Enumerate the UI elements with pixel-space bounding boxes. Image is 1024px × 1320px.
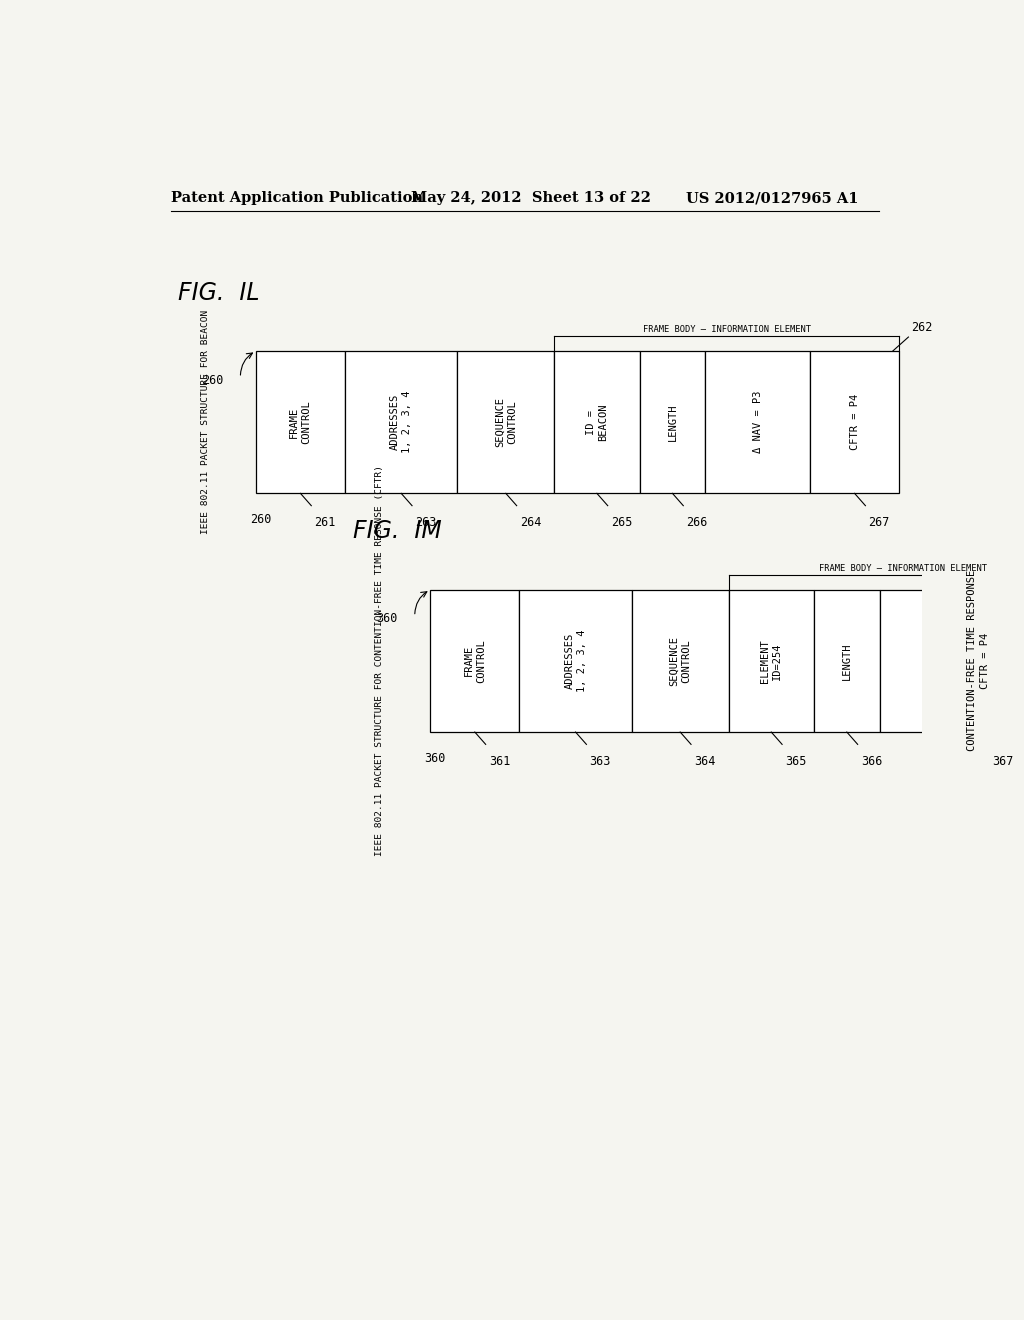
Text: CFTR = P4: CFTR = P4 xyxy=(850,393,859,450)
Text: SEQUENCE
CONTROL: SEQUENCE CONTROL xyxy=(669,636,691,686)
Text: 260: 260 xyxy=(202,374,223,387)
Text: ID =
BEACON: ID = BEACON xyxy=(586,404,608,441)
Text: ADDRESSES
1, 2, 3, 4: ADDRESSES 1, 2, 3, 4 xyxy=(390,391,413,453)
Text: IEEE 802.11 PACKET STRUCTURE FOR BEACON: IEEE 802.11 PACKET STRUCTURE FOR BEACON xyxy=(201,310,210,535)
Bar xyxy=(554,351,640,494)
Bar xyxy=(632,590,729,733)
Text: 365: 365 xyxy=(785,755,807,768)
Text: Patent Application Publication: Patent Application Publication xyxy=(171,191,423,206)
Text: FIG.  IL: FIG. IL xyxy=(178,281,260,305)
Bar xyxy=(810,351,899,494)
Text: May 24, 2012  Sheet 13 of 22: May 24, 2012 Sheet 13 of 22 xyxy=(411,191,651,206)
Text: LENGTH: LENGTH xyxy=(842,642,852,680)
Text: 267: 267 xyxy=(868,516,890,529)
Text: 360: 360 xyxy=(377,612,397,626)
Text: 262: 262 xyxy=(910,321,932,334)
Text: IEEE 802.11 PACKET STRUCTURE FOR CONTENTION-FREE TIME RESONSE (CFTR): IEEE 802.11 PACKET STRUCTURE FOR CONTENT… xyxy=(376,466,384,857)
Bar xyxy=(706,351,810,494)
Text: FRAME BODY – INFORMATION ELEMENT: FRAME BODY – INFORMATION ELEMENT xyxy=(819,564,987,573)
Text: 361: 361 xyxy=(488,755,510,768)
Text: 366: 366 xyxy=(861,755,882,768)
Bar xyxy=(345,351,458,494)
Text: FRAME
CONTROL: FRAME CONTROL xyxy=(464,639,486,682)
Text: 266: 266 xyxy=(686,516,708,529)
Text: CONTENTION-FREE TIME RESPONSE
CFTR = P4: CONTENTION-FREE TIME RESPONSE CFTR = P4 xyxy=(968,570,990,751)
Text: 263: 263 xyxy=(415,516,436,529)
Text: 261: 261 xyxy=(314,516,336,529)
Bar xyxy=(430,590,519,733)
Bar xyxy=(519,590,632,733)
Bar xyxy=(880,590,1024,733)
Text: FRAME BODY – INFORMATION ELEMENT: FRAME BODY – INFORMATION ELEMENT xyxy=(643,325,811,334)
Text: 360: 360 xyxy=(424,752,445,766)
Bar xyxy=(814,590,880,733)
Text: 260: 260 xyxy=(250,513,271,527)
Text: 265: 265 xyxy=(611,516,632,529)
Text: LENGTH: LENGTH xyxy=(668,404,678,441)
Text: 367: 367 xyxy=(992,755,1014,768)
Bar xyxy=(256,351,345,494)
Bar xyxy=(458,351,554,494)
Text: 363: 363 xyxy=(590,755,611,768)
Text: Δ NAV = P3: Δ NAV = P3 xyxy=(753,391,763,453)
Bar xyxy=(729,590,814,733)
Bar xyxy=(640,351,706,494)
Text: FRAME
CONTROL: FRAME CONTROL xyxy=(289,400,311,444)
Text: US 2012/0127965 A1: US 2012/0127965 A1 xyxy=(686,191,858,206)
Text: SEQUENCE
CONTROL: SEQUENCE CONTROL xyxy=(495,397,517,447)
Text: 264: 264 xyxy=(520,516,541,529)
Text: 364: 364 xyxy=(694,755,716,768)
Text: ELEMENT
ID=254: ELEMENT ID=254 xyxy=(760,639,782,682)
Text: FIG.  IM: FIG. IM xyxy=(352,519,441,544)
Text: ADDRESSES
1, 2, 3, 4: ADDRESSES 1, 2, 3, 4 xyxy=(564,630,587,692)
